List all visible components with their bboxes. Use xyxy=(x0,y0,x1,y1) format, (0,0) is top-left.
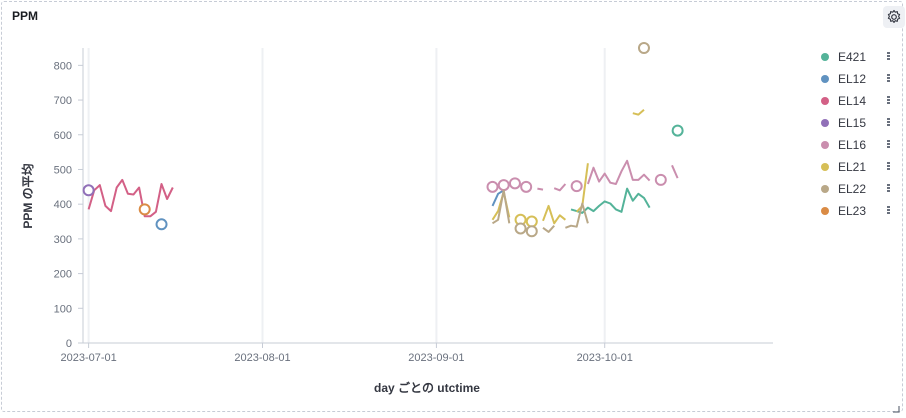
y-tick-label: 800 xyxy=(54,60,72,72)
y-tick-label: 0 xyxy=(66,338,72,350)
y-tick-label: 400 xyxy=(54,199,72,211)
legend-item[interactable]: E421 xyxy=(818,46,890,68)
series-line xyxy=(553,183,567,192)
legend-label: E421 xyxy=(838,50,867,64)
more-options-icon[interactable] xyxy=(887,52,890,60)
y-tick-label: 200 xyxy=(54,269,72,281)
data-point xyxy=(138,203,151,216)
legend-swatch xyxy=(821,163,829,171)
series-line xyxy=(87,178,174,218)
y-axis-label: PPM の平均 xyxy=(20,163,35,228)
more-options-icon[interactable] xyxy=(887,118,890,126)
data-point xyxy=(654,173,667,186)
legend-item[interactable]: EL23 xyxy=(818,200,890,222)
data-point xyxy=(82,184,95,197)
series-el22 xyxy=(491,42,650,238)
legend-item[interactable]: EL12 xyxy=(818,68,890,90)
legend-label: EL21 xyxy=(838,160,867,174)
legend-item[interactable]: EL15 xyxy=(818,112,890,134)
legend-label: EL23 xyxy=(838,204,867,218)
data-point xyxy=(637,42,650,54)
chart-axes: 2023-07-01 2023-08-01 2023-09-01 2023-10-01… xyxy=(54,48,773,364)
legend-swatch xyxy=(821,207,829,215)
legend-item[interactable]: EL14 xyxy=(818,90,890,112)
series-el23 xyxy=(138,203,151,216)
legend-swatch xyxy=(821,141,829,149)
data-point xyxy=(520,180,533,193)
more-options-icon[interactable] xyxy=(887,184,890,192)
panel-title: PPM xyxy=(12,9,39,23)
more-options-icon[interactable] xyxy=(887,96,890,104)
series-line xyxy=(586,159,651,185)
series-line xyxy=(565,202,589,229)
y-tick-label: 600 xyxy=(54,130,72,142)
series-line xyxy=(537,187,544,191)
gear-icon[interactable] xyxy=(883,6,905,28)
data-point xyxy=(497,179,510,192)
series-el15 xyxy=(82,184,95,197)
y-tick-label: 100 xyxy=(54,303,72,315)
legend-label: EL22 xyxy=(838,182,867,196)
series-el14 xyxy=(87,178,174,218)
series-line xyxy=(632,109,645,116)
data-point xyxy=(508,177,521,190)
data-point xyxy=(525,225,538,238)
legend-item[interactable]: EL16 xyxy=(818,134,890,156)
y-tick-label: 300 xyxy=(54,234,72,246)
legend-swatch xyxy=(821,75,829,83)
more-options-icon[interactable] xyxy=(887,162,890,170)
data-point xyxy=(155,218,168,231)
legend-swatch xyxy=(821,185,829,193)
more-options-icon[interactable] xyxy=(887,206,890,214)
data-point xyxy=(671,124,684,137)
series-line xyxy=(491,189,511,225)
more-options-icon[interactable] xyxy=(887,74,890,82)
series-line xyxy=(542,225,555,233)
legend-item[interactable]: EL22 xyxy=(818,178,890,200)
series-line xyxy=(671,164,679,179)
chart-series xyxy=(82,42,684,238)
legend-swatch xyxy=(821,119,829,127)
x-tick-label: 2023-07-01 xyxy=(60,352,116,364)
legend-label: EL16 xyxy=(838,138,867,152)
series-line xyxy=(491,189,505,207)
x-tick-label: 2023-09-01 xyxy=(408,352,464,364)
series-line xyxy=(542,204,567,225)
y-tick-label: 700 xyxy=(54,95,72,107)
legend-label: EL12 xyxy=(838,72,867,86)
data-point xyxy=(486,180,499,193)
series-el16 xyxy=(486,159,679,193)
legend-label: EL15 xyxy=(838,116,867,130)
y-tick-label: 500 xyxy=(54,164,72,176)
more-options-icon[interactable] xyxy=(887,140,890,148)
data-point xyxy=(570,180,583,193)
data-point xyxy=(514,222,527,235)
x-tick-label: 2023-08-01 xyxy=(234,352,290,364)
legend-swatch xyxy=(821,97,829,105)
series-el12 xyxy=(155,189,505,231)
data-point xyxy=(525,215,538,228)
legend-label: EL14 xyxy=(838,94,867,108)
legend-item[interactable]: EL21 xyxy=(818,156,890,178)
chart-legend: E421 EL12 EL14 EL15 EL16 EL21 EL22 EL23 xyxy=(818,46,890,222)
legend-swatch xyxy=(821,53,829,61)
x-tick-label: 2023-10-01 xyxy=(577,352,633,364)
resize-handle-icon[interactable] xyxy=(892,400,900,413)
x-axis-label: day ごとの utctime xyxy=(374,380,480,395)
